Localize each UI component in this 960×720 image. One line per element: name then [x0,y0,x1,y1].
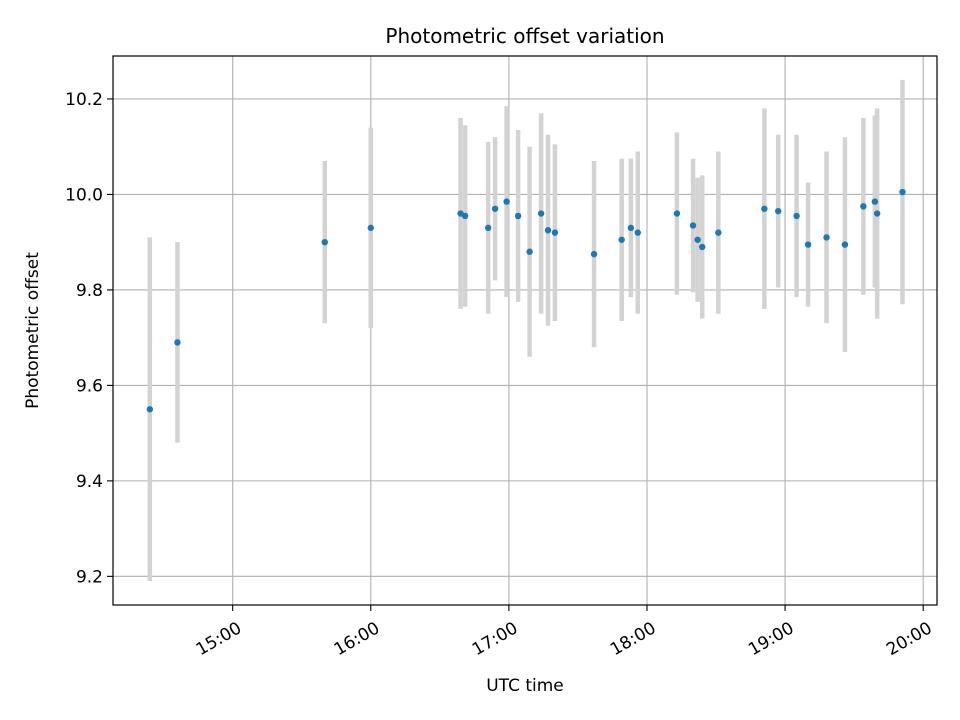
data-point [823,234,830,241]
data-point [537,210,545,217]
plot-frame [112,55,938,606]
y-tick-label: 10.2 [65,90,103,110]
data-point [871,198,879,205]
data-point [551,229,559,236]
data-point [841,241,849,248]
data-point [627,224,635,232]
data-point [526,248,533,255]
y-tick-label: 9.6 [76,376,103,396]
data-point [484,224,492,232]
data-point [860,203,867,210]
data-point [715,229,722,236]
data-point [774,207,782,215]
data-points [146,188,906,413]
data-point [699,243,706,251]
data-point [618,236,625,243]
grid [113,56,937,605]
data-point [634,229,641,236]
data-point [367,224,374,232]
data-point [761,205,768,212]
chart-title: Photometric offset variation [385,24,664,48]
data-point [673,210,681,217]
data-point [899,188,906,196]
data-point [503,198,510,205]
x-axis-title: UTC time [486,676,564,696]
y-tick-label: 10.0 [65,185,103,205]
data-point [461,212,469,220]
data-point [544,227,552,234]
data-point [491,205,499,212]
data-point [321,238,328,246]
data-point [146,406,154,413]
data-point [689,222,697,229]
data-point [590,250,598,258]
data-point [793,212,800,220]
y-tick-label: 9.4 [76,472,103,492]
y-axis-title: Photometric offset [23,252,43,409]
data-point [873,210,881,217]
data-point [804,241,812,248]
y-tick-label: 9.8 [76,281,103,301]
data-point [514,212,522,220]
data-point [174,339,181,346]
y-tick-label: 9.2 [76,567,103,587]
data-point [694,236,701,243]
